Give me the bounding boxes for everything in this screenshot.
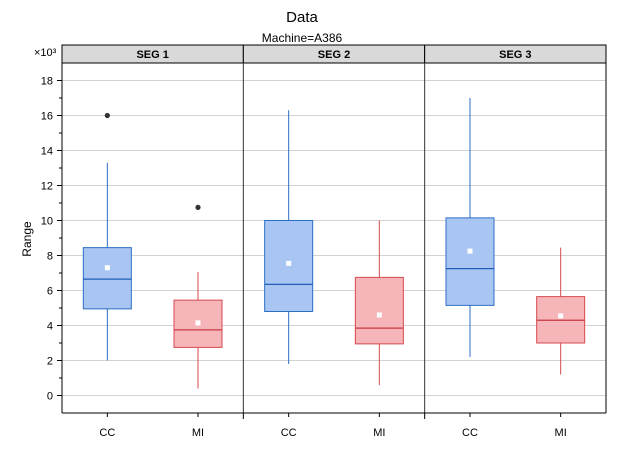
plot-area: [62, 63, 606, 413]
chart-subtitle: Machine=A386: [262, 31, 343, 45]
box-iqr: [264, 220, 314, 312]
y-tick-label: 2: [47, 356, 53, 368]
mean-marker: [558, 313, 564, 319]
outlier-point: [104, 112, 110, 119]
y-axis-unit: ×10³: [34, 47, 57, 59]
mean-marker: [195, 320, 201, 326]
panel-label: SEG 2: [318, 49, 350, 61]
x-category-label: MI: [192, 427, 204, 439]
panel-label: SEG 1: [136, 49, 168, 61]
y-tick-label: 8: [47, 251, 53, 263]
box-iqr: [82, 247, 132, 310]
chart-title: Data: [286, 9, 318, 26]
x-category-label: CC: [281, 427, 297, 439]
y-axis-label: Range: [20, 221, 34, 257]
y-tick-label: 16: [41, 111, 53, 123]
panel-label: SEG 3: [499, 49, 531, 61]
mean-marker: [467, 248, 473, 254]
y-tick-label: 12: [41, 181, 53, 193]
box-iqr: [354, 276, 404, 345]
mean-marker: [104, 265, 110, 271]
panel-header: [424, 44, 607, 64]
x-category-label: CC: [99, 427, 115, 439]
y-tick-label: 0: [47, 391, 53, 403]
y-tick-label: 18: [41, 76, 53, 88]
x-category-label: CC: [462, 427, 478, 439]
y-tick-label: 4: [47, 321, 53, 333]
x-category-label: MI: [373, 427, 385, 439]
mean-marker: [376, 312, 382, 318]
y-tick-label: 14: [41, 146, 53, 158]
outlier-point: [195, 204, 201, 210]
x-category-label: MI: [555, 427, 567, 439]
y-tick-label: 10: [41, 216, 53, 228]
y-tick-label: 6: [47, 286, 53, 298]
mean-marker: [286, 260, 292, 266]
box-iqr: [445, 217, 495, 306]
